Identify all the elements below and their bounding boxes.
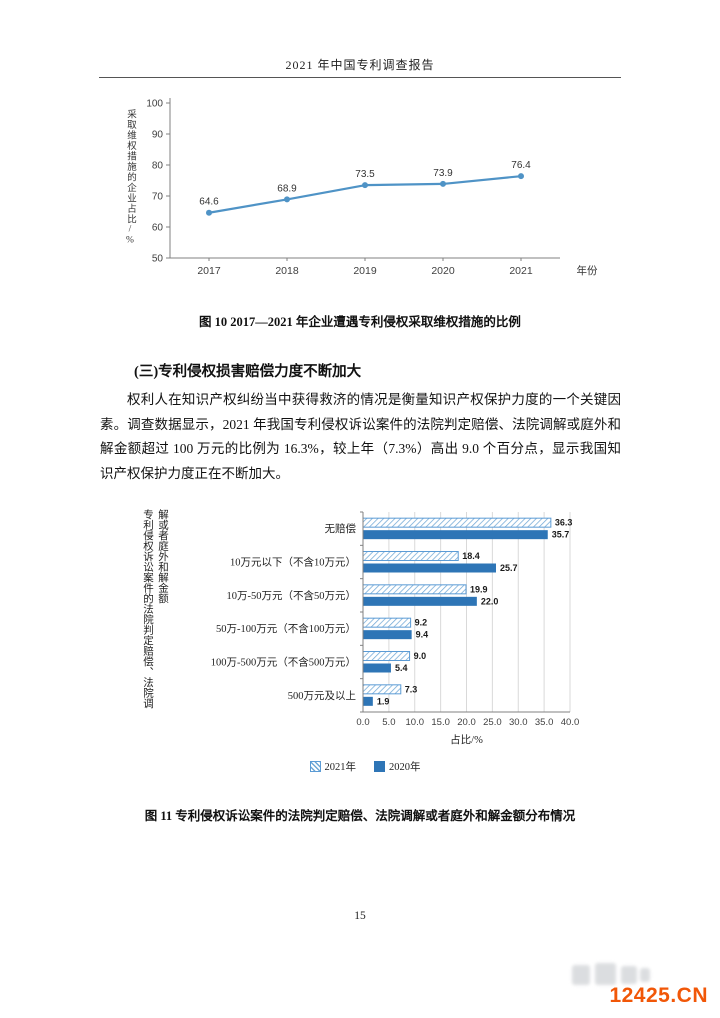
legend-swatch-2020-icon [374, 761, 385, 772]
bar-chart-y-axis-title: 专利侵权诉讼案件的法院判定赔偿、法院调解或者庭外和解金额 [142, 509, 168, 709]
x-tick-label: 35.0 [535, 717, 554, 728]
y-tick-label: 80 [152, 161, 164, 172]
watermark-logo-icon [572, 963, 650, 985]
value-label-2021: 19.9 [470, 584, 488, 594]
data-label: 73.9 [433, 168, 453, 179]
header-title: 2021 年中国专利调查报告 [285, 58, 435, 72]
value-label-2020: 35.7 [552, 530, 570, 540]
bar-2020 [363, 696, 373, 706]
category-label: 10万元以下（不含10万元） [230, 556, 356, 569]
y-tick-label: 100 [146, 99, 163, 110]
page-number: 15 [354, 910, 366, 922]
data-point [440, 180, 446, 187]
data-point [518, 173, 524, 180]
x-tick-label: 30.0 [509, 717, 528, 728]
figure10-caption: 图 10 2017—2021 年企业遭遇专利侵权采取维权措施的比例 [199, 315, 521, 329]
x-axis-title: 占比/% [450, 733, 483, 746]
x-tick-label: 10.0 [406, 717, 425, 728]
data-point [362, 182, 368, 189]
x-tick-label: 40.0 [561, 717, 580, 728]
value-label-2021: 36.3 [555, 518, 573, 528]
value-label-2020: 5.4 [395, 663, 408, 673]
bar-2021 [362, 517, 552, 528]
value-label-2020: 25.7 [500, 563, 518, 573]
data-label: 76.4 [511, 160, 531, 171]
bar-2021 [362, 651, 411, 661]
legend-label-2021: 2021年 [324, 762, 357, 773]
figure11-bar-chart: 专利侵权诉讼案件的法院判定赔偿、法院调解或者庭外和解金额 0.0 5.0 10.0 1… [110, 503, 620, 798]
value-label-2021: 7.3 [405, 684, 418, 694]
x-axis-title: 年份 [577, 264, 598, 277]
header-rule [99, 77, 621, 78]
data-label: 73.5 [355, 169, 375, 180]
bar-2020 [363, 530, 548, 540]
x-tick-label: 2020 [431, 265, 455, 277]
category-label: 10万-50万元（不含50万元） [227, 589, 357, 602]
figure11-caption: 图 11 专利侵权诉讼案件的法院判定赔偿、法院调解或者庭外和解金额分布情况 [144, 809, 576, 823]
x-tick-label: 2019 [353, 265, 377, 277]
legend-swatch-2021-icon [309, 761, 321, 772]
value-label-2020: 1.9 [377, 696, 390, 706]
value-label-2021: 9.0 [414, 651, 427, 661]
line-chart-canvas: 100 90 80 70 60 50 2017 2018 2019 2020 2021 64.6 68.… [146, 98, 598, 277]
x-tick-label: 2021 [509, 265, 533, 277]
bar-2021 [362, 684, 402, 695]
x-tick-label: 2017 [197, 265, 221, 277]
data-point [206, 209, 212, 216]
watermark-text: 12425.CN [609, 984, 708, 1007]
category-label: 100万-500万元（不含500万元） [211, 656, 356, 669]
data-point [284, 196, 290, 203]
value-label-2020: 22.0 [481, 596, 499, 606]
bar-chart-canvas: 0.0 5.0 10.0 15.0 20.0 25.0 30.0 35.0 40.0 无赔偿 36.… [211, 511, 580, 746]
bar-2020 [363, 596, 477, 606]
bar-2021 [362, 584, 467, 595]
y-tick-label: 50 [152, 254, 164, 265]
bar-2021 [362, 617, 412, 628]
x-tick-label: 0.0 [356, 717, 369, 728]
data-label: 64.6 [199, 197, 219, 208]
x-tick-label: 15.0 [431, 717, 450, 728]
chart-legend: 2021年 2020年 [110, 759, 620, 774]
bar-2020 [363, 630, 412, 640]
bar-2021 [362, 551, 459, 561]
category-label: 50万-100万元（不含100万元） [216, 622, 356, 635]
category-label: 500万元及以上 [288, 690, 356, 702]
legend-item-2021: 2021年 [309, 759, 357, 774]
bar-2020 [363, 663, 391, 673]
bar-2020 [363, 563, 496, 573]
line-series [208, 175, 522, 214]
watermark: 12425.CN [568, 962, 708, 1010]
figure10-line-chart: 采取维权措施的企业占比/% 100 90 80 70 60 50 2017 2018 2019 2… [110, 93, 620, 288]
x-tick-label: 5.0 [382, 717, 395, 728]
value-label-2021: 18.4 [462, 551, 480, 561]
y-tick-label: 60 [152, 223, 164, 234]
section-heading: (三)专利侵权损害赔偿力度不断加大 [134, 364, 362, 380]
x-tick-label: 2018 [275, 265, 299, 277]
line-chart-y-axis-title: 采取维权措施的企业占比/% [125, 109, 135, 247]
y-tick-label: 70 [152, 192, 164, 203]
data-label: 68.9 [277, 183, 297, 194]
category-label: 无赔偿 [325, 522, 357, 535]
y-tick-label: 90 [152, 130, 164, 141]
legend-item-2020: 2020年 [374, 759, 421, 774]
x-tick-label: 25.0 [483, 717, 502, 728]
body-paragraph: 权利人在知识产权纠纷当中获得救济的情况是衡量知识产权保护力度的一个关键因素。调查… [100, 392, 621, 481]
legend-label-2020: 2020年 [389, 762, 421, 773]
value-label-2021: 9.2 [415, 618, 428, 628]
value-label-2020: 9.4 [416, 630, 429, 640]
x-tick-label: 20.0 [457, 717, 476, 728]
